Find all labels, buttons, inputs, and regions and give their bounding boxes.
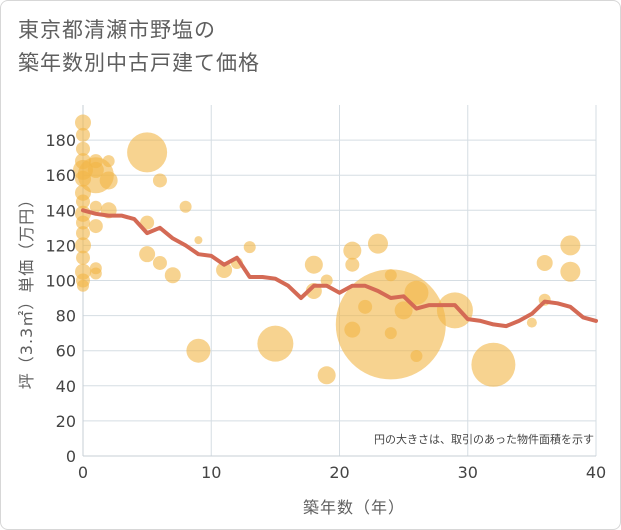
bubble-54 [436, 292, 473, 329]
bubble-39 [304, 255, 323, 274]
bubble-60 [560, 261, 581, 282]
bubble-19 [89, 200, 102, 213]
grid-lines [82, 105, 597, 457]
bubble-31 [164, 267, 181, 284]
bubble-20 [88, 219, 103, 234]
bubble-10 [76, 226, 90, 241]
y-tick-label-60: 60 [56, 342, 76, 361]
x-tick-label-20: 20 [329, 463, 349, 482]
bubble-35 [216, 261, 233, 278]
bubble-23 [99, 171, 118, 190]
bubble-7 [76, 194, 90, 209]
bubble-41 [320, 274, 333, 287]
bubble-34 [186, 338, 211, 363]
bubble-1 [76, 127, 90, 142]
bubble-44 [345, 257, 360, 272]
bubble-26 [127, 132, 168, 173]
y-tick-label-0: 0 [66, 447, 76, 466]
y-tick-label-100: 100 [45, 272, 76, 291]
chart-title-line-2: 築年数別中古戸建て価格 [18, 51, 260, 75]
average-price-line [81, 208, 598, 329]
bubble-11 [75, 237, 91, 254]
x-tick-label-40: 40 [586, 463, 606, 482]
x-tick-label-10: 10 [201, 463, 221, 482]
bubble-57 [536, 254, 553, 271]
bubble-53 [410, 349, 423, 362]
x-axis-label: 築年数（年） [303, 498, 405, 517]
bubble-42 [317, 366, 336, 385]
chart-title: 東京都清瀬市野塩の 築年数別中古戸建て価格 [18, 14, 260, 80]
bubble-32 [179, 200, 192, 213]
x-axis-ticks: 0 10 20 30 40 [78, 463, 606, 482]
bubble-9 [76, 215, 90, 230]
y-tick-label-160: 160 [45, 166, 76, 185]
x-tick-label-0: 0 [78, 463, 88, 482]
bubble-59 [560, 235, 581, 256]
bubble-29 [152, 173, 167, 188]
bubble-51 [394, 301, 413, 320]
y-tick-label-40: 40 [56, 377, 76, 396]
bubble-56 [526, 317, 537, 328]
bubble-43 [343, 241, 362, 260]
bubble-28 [139, 246, 156, 263]
y-tick-label-20: 20 [56, 412, 76, 431]
bubble-18 [88, 154, 103, 169]
bubble-0 [75, 114, 91, 131]
bubble-37 [243, 241, 256, 254]
bubble-12 [76, 250, 90, 265]
y-tick-label-180: 180 [45, 131, 76, 150]
bubble-30 [152, 255, 167, 270]
bubble-38 [257, 325, 294, 362]
bubble-33 [194, 236, 203, 245]
y-tick-label-140: 140 [45, 201, 76, 220]
bubble-27 [140, 215, 155, 230]
y-axis-label: 坪（3.3㎡）単価（万円） [17, 191, 36, 389]
bubble-15 [77, 279, 89, 292]
y-tick-label-80: 80 [56, 307, 76, 326]
bubble-size-note: 円の大きさは、取引のあった物件面積を示す [374, 432, 594, 446]
x-tick-label-30: 30 [458, 463, 478, 482]
chart-title-line-1: 東京都清瀬市野塩の [18, 18, 216, 42]
bubble-52 [404, 280, 429, 305]
bubble-24 [102, 155, 115, 168]
y-axis-ticks: 0 20 40 60 80 100 120 140 160 180 [45, 131, 76, 466]
bubble-50 [384, 327, 397, 340]
bubble-47 [367, 233, 388, 254]
bubble-55 [471, 342, 516, 387]
bubble-22 [89, 267, 102, 280]
bubble-2 [76, 141, 90, 156]
bubble-layer [73, 114, 581, 387]
y-tick-label-120: 120 [45, 236, 76, 255]
